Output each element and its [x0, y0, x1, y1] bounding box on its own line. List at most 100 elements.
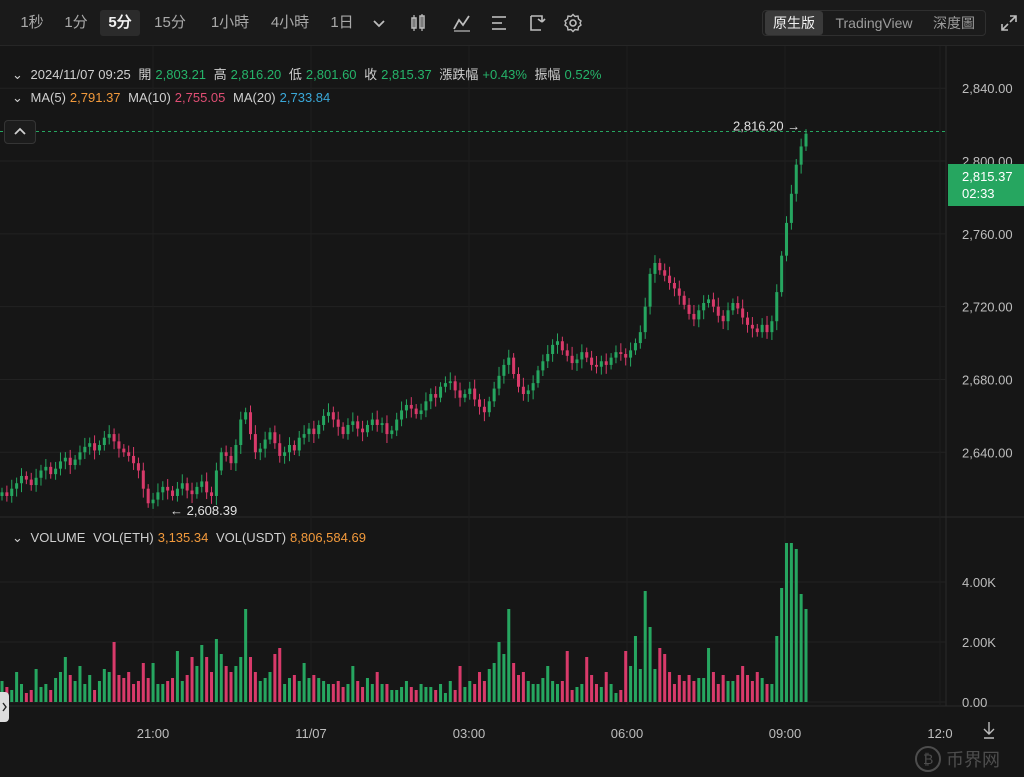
candle-body [161, 486, 165, 493]
volume-bar [546, 666, 550, 702]
chart-area[interactable]: 2,840.00 2,800.00 2,760.00 2,720.00 2,680.00… [0, 46, 1024, 772]
volume-bar [551, 681, 555, 702]
volume-bar [419, 684, 423, 702]
volume-bar [78, 666, 82, 702]
volume-bar [784, 543, 789, 702]
volume-info-row: ⌄ VOLUME VOL(ETH) 3,135.34 VOL(USDT) 8,806… [12, 530, 366, 545]
candle-body [760, 324, 764, 333]
chevron-up-icon [14, 127, 26, 135]
candle-style-icon[interactable] [408, 13, 428, 33]
volume-bar [682, 681, 686, 702]
indicator-icon[interactable] [452, 13, 472, 33]
interval-7[interactable]: 1日 [330, 14, 354, 31]
volume-bar [365, 678, 369, 702]
candle-body [653, 262, 657, 274]
candle-body [146, 488, 150, 504]
time-tick-label: 21:00 [137, 726, 170, 741]
volume-bar [34, 669, 38, 702]
interval-3[interactable]: 5分 [100, 10, 140, 36]
candle-body [234, 445, 238, 464]
volume-bar [395, 690, 399, 702]
candle-body [531, 383, 535, 391]
candle-body [424, 401, 428, 411]
candle-body [692, 313, 696, 320]
interval-2[interactable]: 1分 [64, 14, 88, 31]
volume-bar [127, 672, 131, 702]
volume-bar [39, 687, 43, 702]
view-tradingview-tab[interactable]: TradingView [835, 15, 913, 31]
candle-body [541, 361, 545, 371]
candle-body [68, 457, 72, 466]
interval-5[interactable]: 1小時 [210, 14, 250, 31]
low-marker-label: ← 2,608.39 [170, 503, 237, 518]
volume-bar [185, 675, 189, 702]
view-depth-tab[interactable]: 深度圖 [933, 15, 975, 31]
price-tick-label: 2,720.00 [962, 300, 1013, 315]
volume-bar [775, 636, 779, 702]
candle-body [546, 353, 550, 362]
candle-body [492, 388, 496, 402]
volume-bar [497, 642, 501, 702]
candle-body [244, 412, 248, 420]
vol-eth-value: 3,135.34 [157, 530, 209, 545]
ma5-label: MA(5) [30, 90, 66, 105]
candle-body [555, 341, 560, 345]
interval-6[interactable]: 4小時 [270, 14, 310, 31]
candle-body [297, 437, 301, 451]
volume-bar [205, 657, 209, 702]
candle-body [97, 445, 101, 451]
chevron-down-icon[interactable] [369, 13, 389, 33]
volume-bar [570, 690, 574, 702]
volume-bar [400, 687, 404, 702]
volume-bar [73, 681, 77, 702]
volume-bar [443, 693, 447, 702]
volume-bar [765, 684, 769, 702]
candle-body [439, 386, 443, 398]
volume-bar [141, 663, 145, 702]
candle-body [78, 452, 82, 460]
volume-bar [531, 684, 535, 702]
volume-bar [132, 684, 136, 702]
volume-bar [804, 609, 808, 702]
candle-body [83, 446, 87, 453]
volume-bar [302, 663, 306, 702]
volume-bar [409, 687, 413, 702]
volume-bar [760, 678, 764, 702]
sidebar-expand-tab[interactable] [0, 692, 9, 722]
high-marker-label: 2,816.20 → [733, 119, 800, 134]
volume-bar [29, 690, 33, 702]
candle-body [127, 452, 131, 456]
price-tick-label: 2,840.00 [962, 81, 1013, 96]
volume-bar [180, 681, 184, 702]
watermark-logo: ₿ 币界网 [915, 746, 1000, 772]
fullscreen-icon[interactable] [1000, 14, 1018, 32]
interval-4[interactable]: 15分 [154, 14, 186, 31]
volume-bar [195, 666, 199, 702]
candle-body [599, 361, 603, 367]
candlestick-chart[interactable]: 2,840.002,800.002,760.002,720.002,680.00… [0, 46, 1024, 741]
share-icon[interactable] [528, 13, 548, 33]
settings-list-icon[interactable] [489, 13, 509, 33]
volume-bar [692, 681, 696, 702]
time-tick-label: 09:00 [769, 726, 802, 741]
price-tick-label: 2,680.00 [962, 372, 1013, 387]
candle-body [746, 317, 750, 325]
collapse-legend-button[interactable] [4, 120, 36, 144]
volume-bar [83, 684, 87, 702]
interval-1[interactable]: 1秒 [20, 14, 44, 31]
gear-icon[interactable] [563, 13, 583, 33]
low-label: 低 [288, 67, 302, 82]
candle-body [414, 408, 418, 415]
candle-body [429, 394, 433, 402]
open-label: 開 [138, 67, 152, 82]
candle-body [609, 357, 613, 365]
volume-tick-label: 2.00K [962, 635, 996, 650]
volume-bar [590, 675, 594, 702]
candle-body [716, 306, 720, 316]
volume-bar [755, 672, 759, 702]
candle-body [151, 499, 155, 504]
candle-body [0, 492, 4, 496]
change-value: +0.43% [482, 67, 527, 82]
volume-bar [380, 684, 384, 702]
view-native-tab[interactable]: 原生版 [765, 11, 823, 35]
